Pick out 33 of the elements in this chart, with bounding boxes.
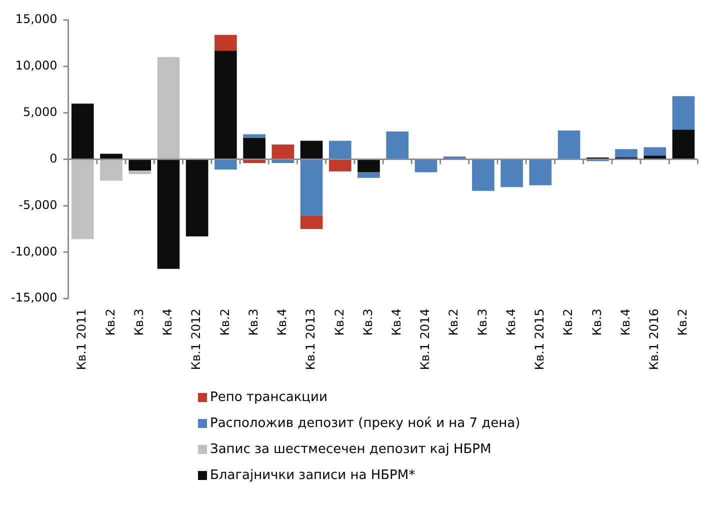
y-tick-label: 10,000 [15,58,58,73]
y-tick-label: -15,000 [10,290,58,305]
y-tick-label: -10,000 [10,244,58,258]
x-tick-label: Кв.1 2014 [418,308,432,370]
x-tick-label: Кв.4 [389,308,404,336]
y-tick-label: -5,000 [18,198,58,212]
x-tick-label: Кв.2 [103,308,118,336]
x-tick-label: Кв.2 [676,308,690,336]
x-tick-label: Кв.1 2016 [646,308,661,370]
x-tick-label: Кв.3 [132,308,146,336]
x-tick-label: Кв.1 2015 [532,308,547,370]
x-tick-label: Кв.3 [590,308,604,336]
x-tick-label: Кв.1 2013 [304,308,318,370]
y-tick-label: 15,000 [15,12,58,26]
x-tick-label: Кв.4 [618,308,632,336]
x-tick-label: Кв.2 [446,308,461,336]
x-tick-label: Кв.1 2012 [189,308,204,370]
x-tick-label: Кв.4 [504,308,518,336]
legend-label: Репо трансакции [210,390,328,404]
x-tick-label: Кв.4 [275,308,290,336]
legend-label: Запис за шестмесечен депозит кај НБРМ [210,442,492,456]
y-tick-label: 5,000 [22,104,58,119]
x-tick-label: Кв.2 [561,308,576,336]
x-tick-label: Кв.4 [160,308,175,336]
x-tick-label: Кв.3 [246,308,260,336]
x-tick-label: Кв.3 [360,308,375,336]
legend-label: Благајнички записи на НБРМ* [210,468,416,482]
legend-label: Расположив депозит (преку ноќ и на 7 дена) [210,416,520,430]
x-tick-label: Кв.2 [218,308,232,336]
y-tick-label: 0 [50,151,58,166]
x-tick-label: Кв.1 2011 [74,308,89,370]
x-tick-label: Кв.2 [332,308,346,336]
x-tick-label: Кв.3 [475,308,490,336]
